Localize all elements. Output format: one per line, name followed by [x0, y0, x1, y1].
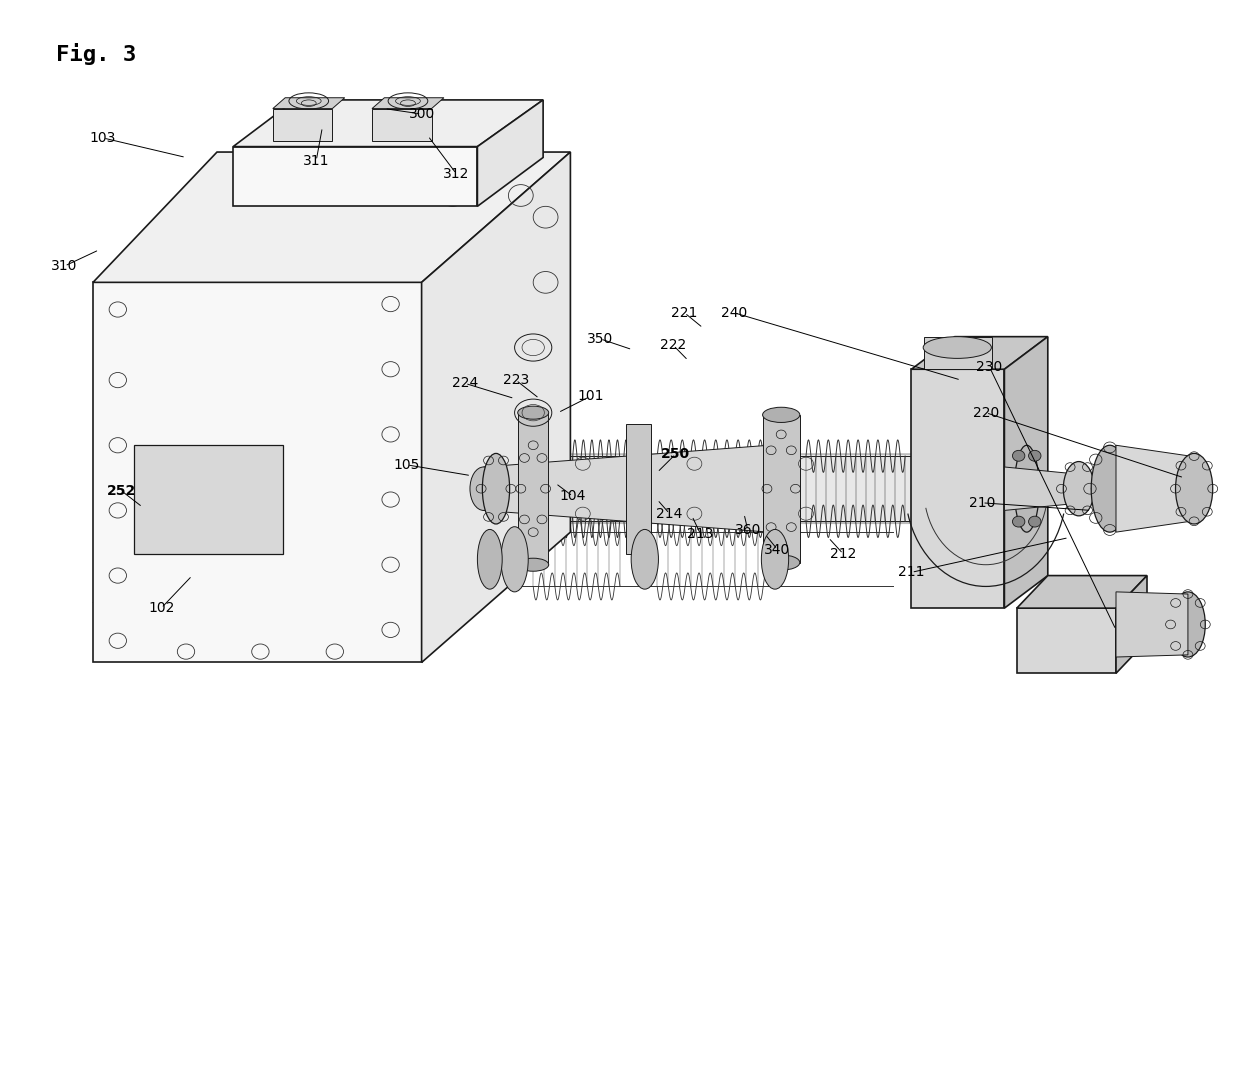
Polygon shape [372, 109, 432, 141]
Ellipse shape [763, 555, 800, 570]
Polygon shape [372, 98, 444, 109]
Polygon shape [911, 337, 1048, 369]
Text: 104: 104 [559, 490, 587, 503]
Ellipse shape [1091, 445, 1128, 532]
Polygon shape [484, 445, 769, 532]
Text: 360: 360 [734, 523, 761, 536]
Polygon shape [763, 415, 800, 563]
Ellipse shape [482, 454, 510, 525]
Ellipse shape [1171, 592, 1205, 657]
Ellipse shape [518, 406, 549, 419]
Text: 311: 311 [303, 154, 330, 167]
Text: 350: 350 [587, 332, 614, 345]
Ellipse shape [923, 337, 992, 358]
Text: 312: 312 [443, 167, 470, 180]
Polygon shape [273, 109, 332, 141]
Ellipse shape [763, 407, 800, 422]
Polygon shape [924, 337, 992, 369]
Text: 210: 210 [968, 496, 996, 509]
Ellipse shape [1063, 462, 1094, 516]
Text: 213: 213 [687, 528, 714, 541]
Ellipse shape [1176, 454, 1213, 525]
Text: 250: 250 [661, 447, 691, 460]
Bar [134, 445, 283, 554]
Ellipse shape [761, 530, 789, 589]
Ellipse shape [477, 530, 502, 589]
Circle shape [1012, 451, 1024, 462]
Ellipse shape [631, 530, 658, 589]
Text: 212: 212 [830, 547, 857, 560]
Polygon shape [1116, 445, 1190, 532]
Text: 223: 223 [502, 374, 529, 387]
Circle shape [1037, 483, 1049, 494]
Text: 103: 103 [89, 131, 117, 144]
Text: 224: 224 [451, 377, 479, 390]
Text: 310: 310 [51, 260, 78, 273]
Ellipse shape [1014, 445, 1039, 532]
Text: 102: 102 [148, 602, 175, 615]
Text: Fig. 3: Fig. 3 [56, 43, 136, 65]
Text: 220: 220 [972, 406, 999, 419]
Text: 252: 252 [107, 484, 136, 497]
Polygon shape [1017, 608, 1116, 673]
Text: 222: 222 [660, 339, 687, 352]
Text: 230: 230 [976, 361, 1003, 374]
Polygon shape [477, 100, 543, 206]
Polygon shape [1004, 467, 1116, 510]
Text: 340: 340 [764, 543, 791, 556]
Polygon shape [93, 282, 422, 662]
Polygon shape [1017, 576, 1147, 608]
Ellipse shape [501, 527, 528, 592]
Polygon shape [518, 413, 548, 565]
Circle shape [1012, 516, 1024, 527]
Polygon shape [1116, 592, 1188, 657]
Polygon shape [422, 152, 570, 662]
Polygon shape [1116, 576, 1147, 673]
Circle shape [1028, 451, 1042, 462]
Ellipse shape [470, 467, 497, 510]
Polygon shape [1004, 337, 1048, 608]
Text: 221: 221 [671, 306, 698, 319]
Polygon shape [93, 152, 570, 282]
Text: 214: 214 [656, 507, 683, 520]
Polygon shape [626, 424, 651, 554]
Polygon shape [273, 98, 345, 109]
Text: 101: 101 [577, 390, 604, 403]
Text: 240: 240 [720, 306, 748, 319]
Text: 211: 211 [898, 566, 925, 579]
Text: 300: 300 [408, 108, 435, 121]
Polygon shape [490, 454, 1017, 523]
Text: 105: 105 [393, 458, 420, 471]
Circle shape [1004, 483, 1017, 494]
Polygon shape [233, 147, 477, 206]
Polygon shape [911, 369, 1004, 608]
Polygon shape [233, 100, 543, 147]
Ellipse shape [518, 558, 549, 571]
Circle shape [1028, 516, 1042, 527]
